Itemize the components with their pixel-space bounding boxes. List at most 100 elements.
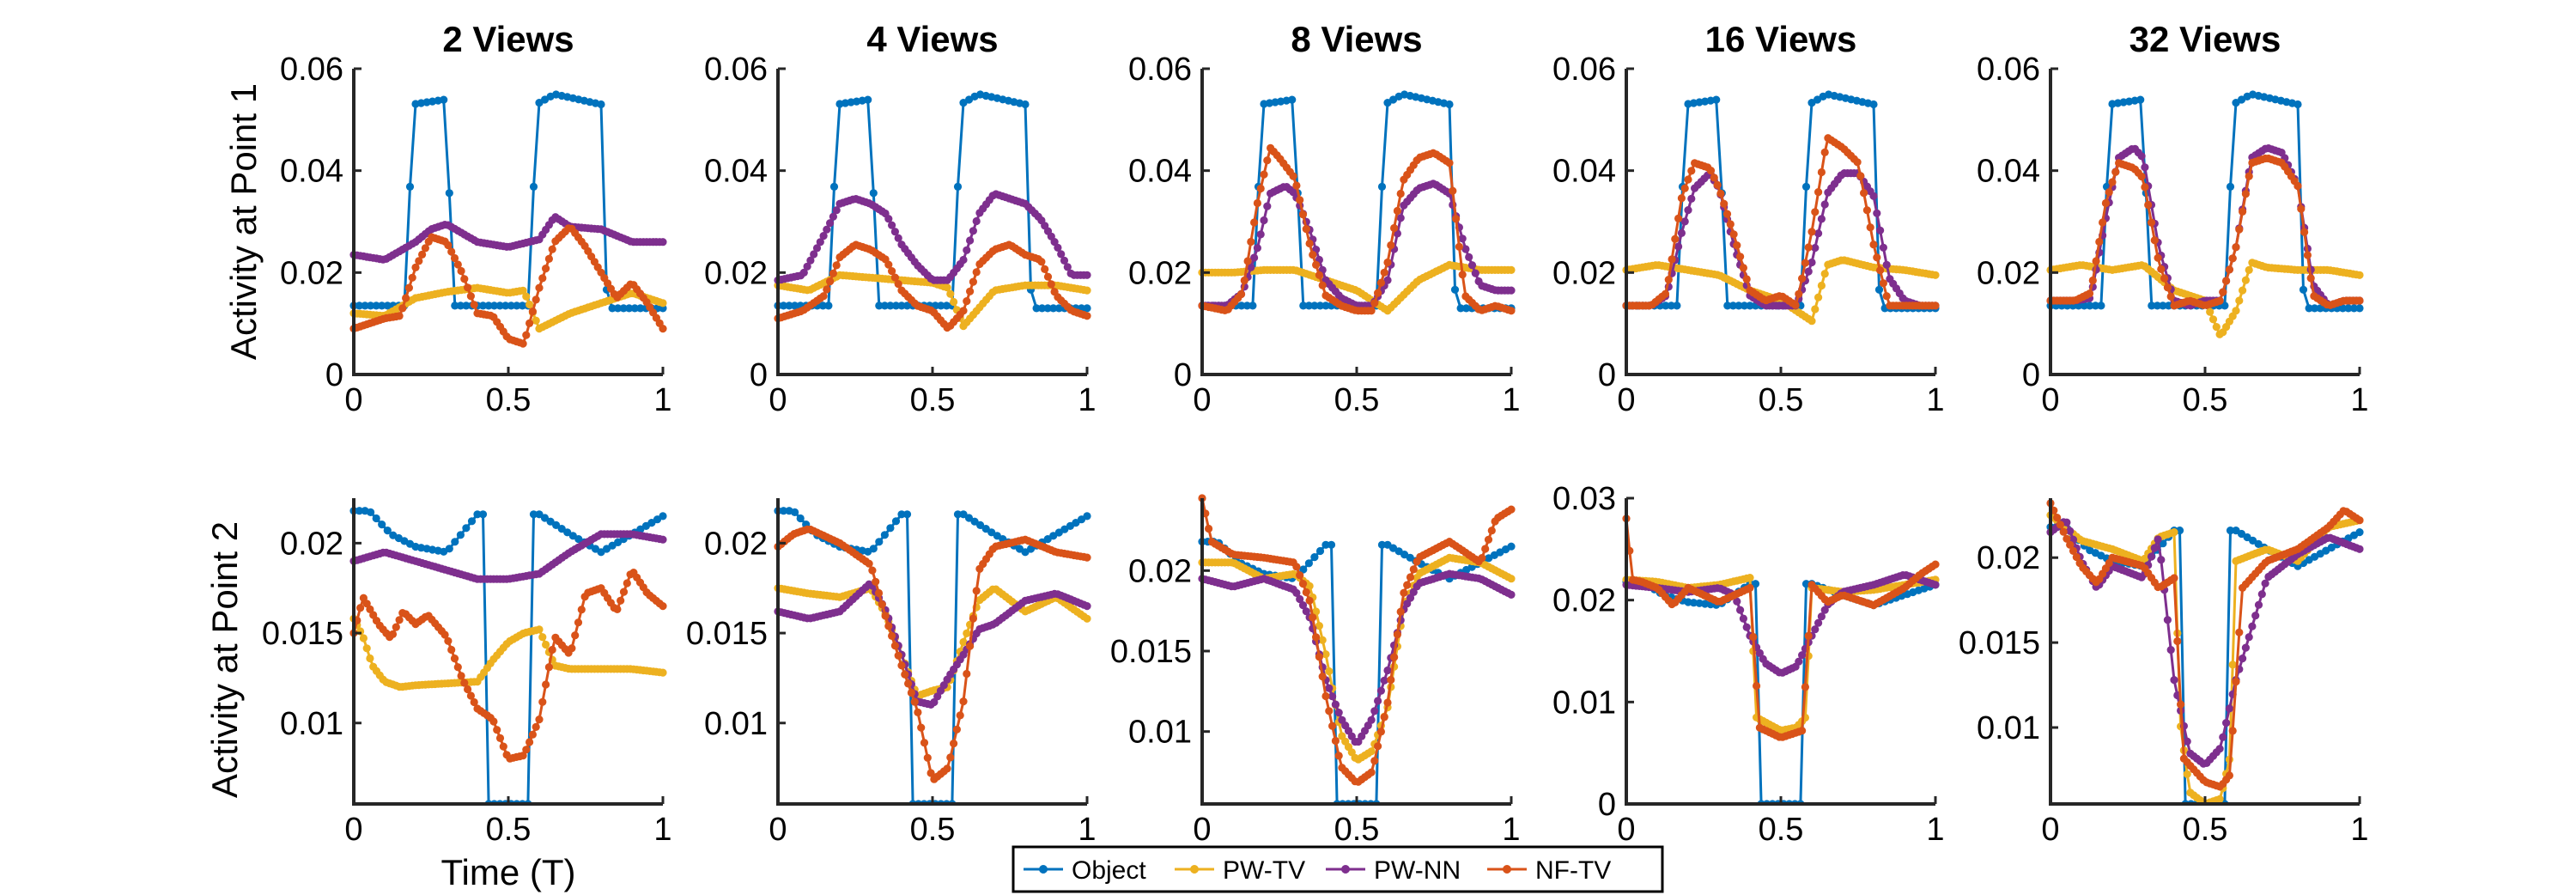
panel-row1-32-views-series-nf-tv-point-95 — [2355, 296, 2364, 305]
panel-row2-16-views-series-object-point-12 — [1689, 599, 1698, 607]
panel-row2-4-views-series-nf-tv-point-44 — [917, 723, 926, 732]
panel-row1-8-views-series-nf-tv-point-36 — [1315, 271, 1323, 279]
panel-row1-2-views-series-object-point-48 — [619, 304, 628, 313]
panel-row1-16-views-series-nf-tv-point-80 — [1882, 292, 1891, 301]
panel-row2-2-views-x-tick-label-1: 0.5 — [486, 812, 532, 848]
panel-row1-16-views-series-nf-tv-point-19 — [1684, 175, 1692, 184]
panel-row2-4-views-series-object-point-3 — [791, 508, 799, 517]
panel-row1-16-views-x-tick-label-1: 0.5 — [1759, 382, 1804, 418]
panel-row2-32-views-series-nf-tv-point-95 — [2355, 516, 2364, 525]
panel-row1-16-views-series-object-point-18 — [1723, 301, 1732, 310]
panel-row2-8-views-series-pw-nn-point-64 — [1406, 594, 1415, 602]
panel-row1-16-views-series-nf-tv-point-60 — [1817, 167, 1826, 177]
panel-row1-8-views-series-nf-tv-point-19 — [1260, 170, 1268, 179]
panel-row1-8-views-series-object-point-18 — [1299, 301, 1308, 310]
panel-row2-8-views-series-nf-tv-point-42 — [1334, 752, 1343, 760]
panel-row1-16-views-series-object-point-44 — [1869, 100, 1878, 109]
panel-row1-32-views-y-tick-label-3: 0.06 — [1977, 52, 2040, 88]
panel-row2-2-views-series-pw-tv-point-4 — [362, 644, 371, 653]
panel-row2-4-views-series-object-point-38 — [987, 528, 996, 537]
panel-row1-8-views-series-object-point-47 — [1462, 304, 1471, 313]
panel-row1-4-views-title: 4 Views — [866, 19, 998, 59]
panel-row1-4-views-series-object-point-50 — [1054, 304, 1063, 313]
panel-row1-4-views-series-nf-tv-point-84 — [1047, 280, 1055, 289]
panel-row2-2-views-series-object-point-19 — [456, 531, 465, 539]
panel-row1-8-views-series-object-point-21 — [1315, 301, 1325, 310]
panel-row2-16-views-series-nf-tv-point-95 — [1931, 560, 1940, 569]
panel-row1-4-views-series-pw-nn-point-59 — [966, 236, 975, 245]
panel-row2-8-views-series-nf-tv-point-64 — [1406, 573, 1415, 581]
panel-row2-4-views-series-object-point-17 — [869, 545, 878, 553]
panel-row1-2-views-series-nf-tv-point-18 — [408, 273, 416, 282]
panel-row2-2-views-y-tick-label-1: 0.015 — [262, 616, 343, 652]
panel-row1-4-views-series-pw-nn-point-12 — [812, 244, 822, 253]
panel-row2-16-views-series-pw-nn-point-34 — [1733, 597, 1741, 606]
panel-row1-4-views-series-pw-nn-point-9 — [803, 262, 811, 271]
panel-row2-8-views-series-pw-tv-point-33 — [1305, 581, 1314, 590]
panel-row2-2-views-series-nf-tv-point-82 — [617, 596, 625, 605]
legend-marker-pw-nn — [1341, 865, 1350, 874]
panel-row1-4-views-series-nf-tv-point-17 — [829, 269, 838, 277]
panel-row2-32-views-series-pw-nn-point-63 — [2251, 612, 2260, 620]
panel-row2-4-views-series-pw-tv-point-95 — [1083, 614, 1091, 623]
panel-row2-2-views-series-nf-tv-point-35 — [464, 685, 472, 694]
panel-row1-16-views-series-pw-nn-point-58 — [1811, 244, 1820, 253]
panel-row1-8-views-series-pw-nn-point-82 — [1465, 253, 1473, 261]
panel-row2-2-views-series-object-point-22 — [473, 510, 482, 519]
panel-row2-4-views-series-nf-tv-point-30 — [872, 577, 880, 586]
panel-row2-8-views-series-pw-tv-point-37 — [1318, 636, 1327, 644]
panel-row2-16-views-data — [1622, 514, 1940, 806]
panel-row2-4-views-series-object-point-36 — [976, 521, 985, 530]
panel-row2-8-views-series-nf-tv-point-56 — [1380, 713, 1388, 721]
panel-row2-16-views-series-nf-tv-point-56 — [1804, 631, 1813, 641]
panel-row2-2-views-series-nf-tv-point-13 — [392, 623, 400, 631]
panel-row2-32-views-series-pw-nn-point-6 — [2066, 527, 2075, 535]
panel-row2-32-views: 0.01 0.015 0.02 0 0.5 1 — [1959, 498, 2369, 848]
panel-row1-4-views-series-nf-tv-point-16 — [826, 277, 835, 286]
panel-row2-2-views-series-nf-tv-point-59 — [542, 680, 550, 689]
panel-row1-2-views-x-tick-label-1: 0.5 — [486, 382, 532, 418]
panel-row1-2-views-series-object-point-18 — [451, 301, 459, 310]
panel-row1-4-views-series-object-point-23 — [902, 301, 912, 310]
panel-row2-16-views-series-nf-tv-point-54 — [1798, 727, 1807, 735]
panel-row1-4-views-series-nf-tv-point-95 — [1083, 312, 1091, 320]
panel-row2-16-views-series-pw-nn-point-59 — [1814, 618, 1823, 627]
panel-row2-4-views-series-nf-tv-point-57 — [959, 697, 968, 706]
panel-row1-8-views-series-object-point-20 — [1310, 301, 1319, 310]
panel-row1-16-views-series-pw-tv-point-95 — [1931, 271, 1940, 279]
panel-row2-16-views-series-pw-nn-point-36 — [1739, 614, 1747, 623]
panel-row1-16-views-series-object-point-21 — [1740, 301, 1749, 310]
panel-row2-32-views-series-pw-nn-point-5 — [2063, 518, 2071, 527]
panel-row1-16-views-y-tick-label-3: 0.06 — [1552, 52, 1616, 88]
panel-row2-2-views-series-pw-tv-point-59 — [542, 640, 550, 649]
panel-row1-16-views-series-object-point-32 — [1801, 182, 1811, 191]
panel-row1-32-views-y-tick-label-1: 0.02 — [1977, 255, 2040, 291]
legend-marker-pw-tv — [1190, 865, 1199, 874]
panel-row2-2-views-series-nf-tv-point-52 — [519, 752, 527, 760]
panel-row2-8-views-series-nf-tv-point-57 — [1383, 698, 1392, 707]
panel-row1-8-views-series-nf-tv-point-61 — [1396, 189, 1405, 198]
panel-row2-2-views-series-nf-tv-point-70 — [577, 606, 586, 614]
panel-row1-2-views-series-nf-tv-point-34 — [460, 275, 469, 283]
panel-row2-8-views-data — [1198, 494, 1516, 806]
panel-row1-2-views-series-object-point-26 — [495, 301, 504, 310]
panel-row2-8-views-series-pw-nn-point-56 — [1380, 676, 1388, 685]
y-axis-label-row-2: Activity at Point 2 — [204, 521, 245, 798]
panel-row1-2-views-y-tick-label-0: 0 — [325, 357, 343, 393]
panel-row1-2-views-series-nf-tv-point-52 — [519, 339, 527, 348]
panel-row2-2-views-series-nf-tv-point-61 — [548, 645, 556, 655]
legend-entry-object: Object — [1024, 856, 1146, 885]
panel-row1-16-views-series-nf-tv-point-75 — [1866, 223, 1874, 232]
panel-row2-16-views-series-pw-nn-point-37 — [1742, 623, 1751, 631]
panel-row1-2-views-y-tick-label-3: 0.06 — [280, 52, 343, 88]
panel-row2-2-views-series-nf-tv-point-30 — [447, 645, 456, 655]
panel-row1-16-views-x-tick-label-2: 1 — [1926, 382, 1944, 418]
panel-row1-4-views-series-nf-tv-point-35 — [888, 267, 896, 276]
panel-row1-8-views-series-nf-tv-point-33 — [1305, 239, 1314, 248]
panel-row1-2-views-series-nf-tv-point-29 — [444, 240, 453, 250]
panel-row1-4-views-series-nf-tv-point-83 — [1043, 272, 1053, 281]
panel-row2-8-views-series-nf-tv-point-35 — [1312, 633, 1321, 642]
panel-row2-2-views-series-object-point-3 — [367, 508, 375, 517]
panel-row1-16-views-series-nf-tv-point-76 — [1869, 240, 1878, 249]
panel-row1-2-views-series-object-point-16 — [440, 95, 448, 104]
